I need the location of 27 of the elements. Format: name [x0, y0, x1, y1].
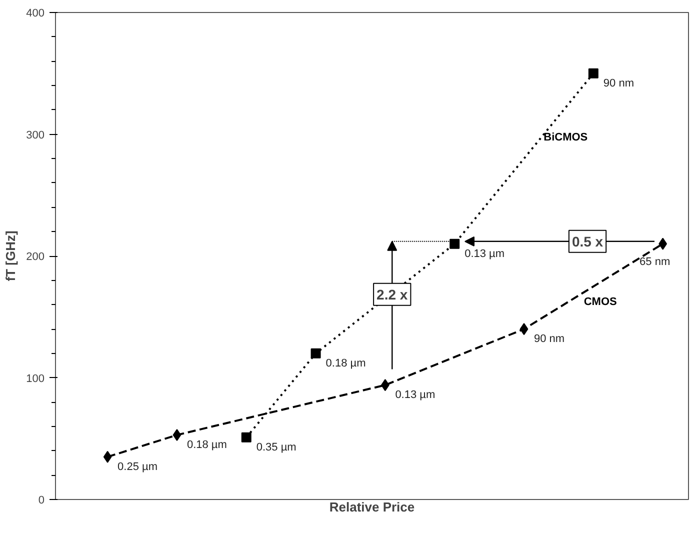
y-tick-label: 0 [38, 494, 45, 506]
point [588, 68, 598, 78]
x-axis-title: Relative Price [329, 500, 415, 514]
annotation: 90 nm [603, 77, 634, 90]
annotation: 0.13 µm [464, 248, 505, 260]
y-tick-label: 200 [26, 251, 45, 263]
annotation: 0.18 µm [186, 438, 227, 451]
y-axis-title: fT [GHz] [3, 230, 18, 282]
point [450, 238, 460, 249]
point [241, 432, 252, 442]
point [520, 323, 528, 336]
series-label: CMOS [584, 296, 617, 308]
annotation: 0.25 µm [118, 460, 158, 473]
point [103, 450, 112, 463]
annotation: 2.2 x [376, 286, 408, 302]
annotation: 65 nm [640, 256, 670, 268]
annotation: 0.5 x [572, 233, 604, 250]
annotation: 0.13 µm [395, 389, 436, 402]
annotation: 90 nm [534, 333, 565, 346]
annotation: 0.35 µm [256, 441, 296, 454]
series-label: BiCMOS [544, 131, 588, 144]
point [310, 348, 321, 358]
y-tick-label: 300 [26, 129, 45, 142]
point [172, 428, 182, 441]
annotation: 0.18 µm [326, 357, 366, 370]
y-tick-label: 400 [26, 8, 45, 20]
y-tick-label: 100 [26, 372, 45, 385]
